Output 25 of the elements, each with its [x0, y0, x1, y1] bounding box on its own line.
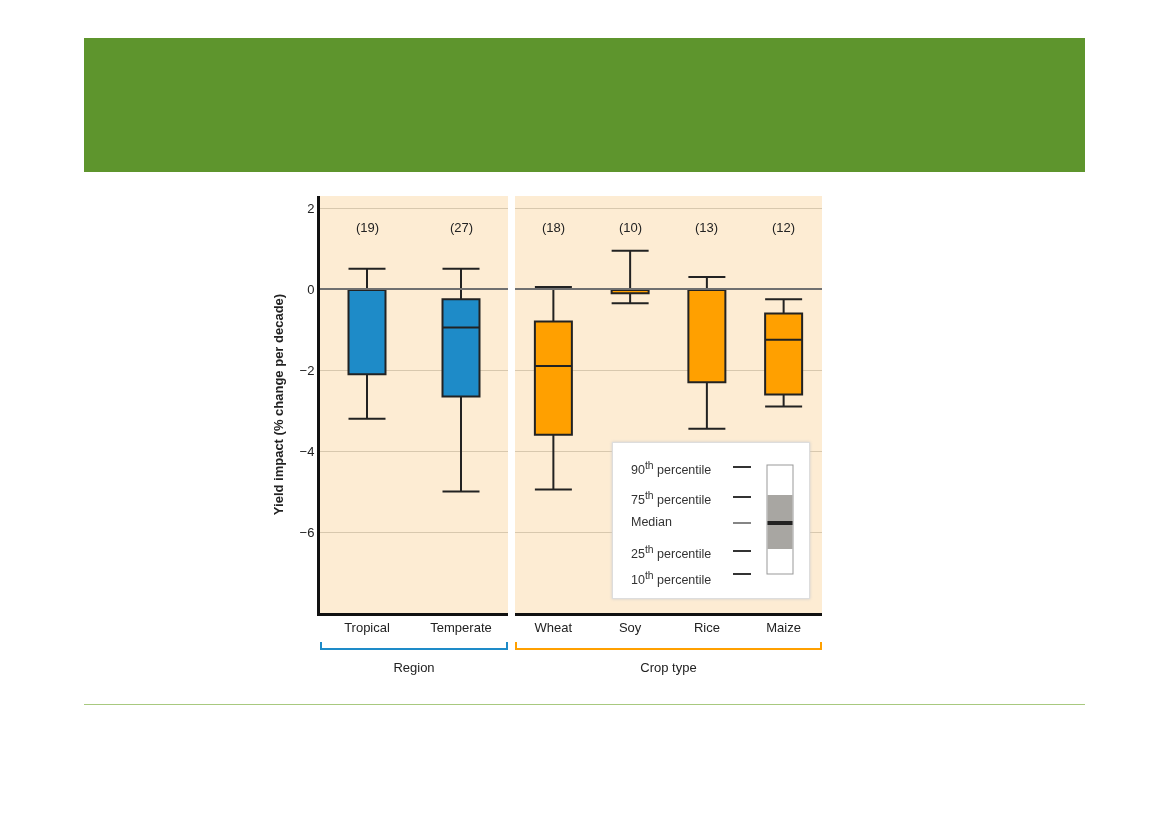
annotation: 90$^{th}$ percentile: [631, 459, 712, 478]
x-axis-title: Region: [393, 660, 435, 676]
annotation: 10$^{th}$ percentile: [631, 569, 712, 588]
annotation: (10): [619, 220, 643, 235]
annotation: 75$^{th}$ percentile: [631, 489, 712, 508]
annotation: (13): [695, 220, 719, 235]
y-tick-label: 0: [307, 281, 315, 297]
x-tick-label: Rice: [693, 619, 720, 635]
y-tick-label: −4: [299, 443, 315, 459]
annotation: (19): [356, 220, 380, 235]
x-tick-label: Soy: [618, 619, 642, 635]
annotation: (27): [450, 220, 474, 235]
y-axis-title: Yield impact (% change per decade): [270, 293, 286, 516]
annotation: Median: [631, 515, 672, 529]
x-tick-label: Wheat: [534, 619, 573, 635]
x-tick-label: Maize: [766, 619, 801, 635]
annotation: (12): [772, 220, 796, 235]
y-tick-label: −6: [299, 524, 315, 540]
annotation: 25$^{th}$ percentile: [631, 543, 712, 562]
y-tick-label: 2: [307, 200, 315, 216]
y-tick-label: −2: [299, 362, 315, 378]
x-tick-label: Tropical: [344, 619, 390, 635]
annotation: (18): [542, 220, 566, 235]
x-axis-title: Crop type: [640, 660, 697, 676]
x-tick-label: Temperate: [430, 619, 492, 635]
